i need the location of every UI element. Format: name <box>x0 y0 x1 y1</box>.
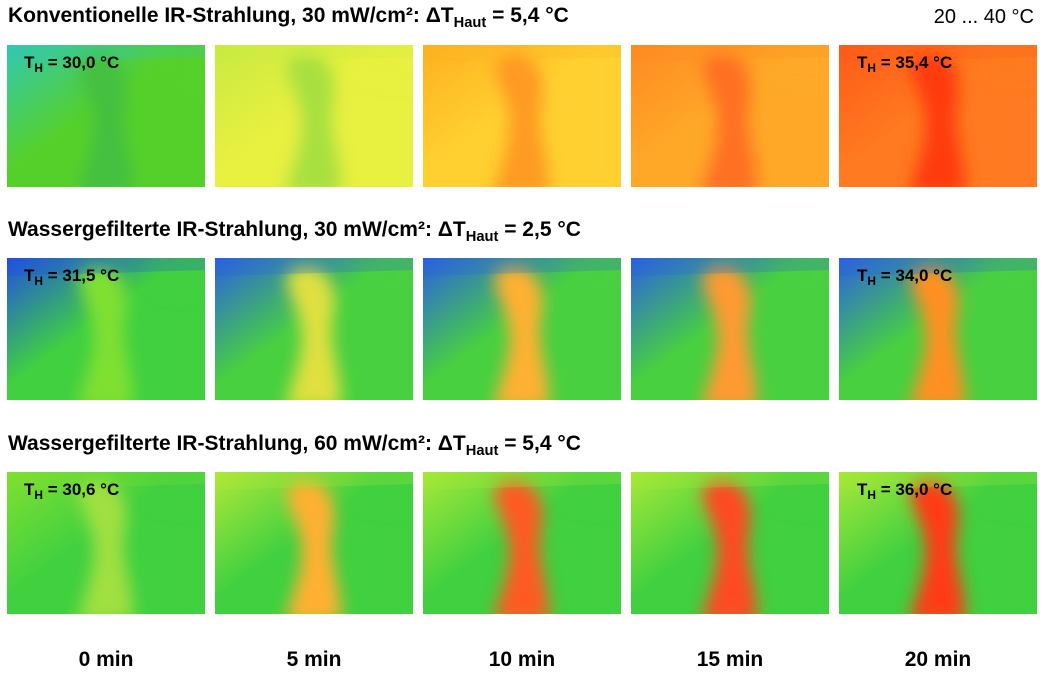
temp-label-end: = 31,5 °C <box>42 266 120 285</box>
scale-label: 20 ... 40 °C <box>933 6 1034 28</box>
thermal-image <box>215 45 413 187</box>
temp-label-sub: H <box>867 274 876 289</box>
time-label: 5 min <box>286 648 342 671</box>
thermal-image <box>7 472 205 614</box>
thermal-image <box>839 45 1037 187</box>
temp-label: TH = 36,0 °C <box>857 480 952 502</box>
temp-label: TH = 35,4 °C <box>857 53 952 75</box>
thermal-image <box>631 258 829 400</box>
row-title: Konventionelle IR-Strahlung, 30 mW/cm²: … <box>8 4 569 31</box>
time-label: 10 min <box>488 648 556 671</box>
row-title-sub: Haut <box>465 443 499 460</box>
thermal-image <box>7 258 205 400</box>
row-title-end: = 5,4 °C <box>498 432 581 455</box>
thermal-image <box>839 258 1037 400</box>
time-label: 15 min <box>696 648 764 671</box>
thermal-image <box>631 45 829 187</box>
thermal-image <box>423 472 621 614</box>
temp-label-end: = 34,0 °C <box>875 266 953 285</box>
temp-label: TH = 31,5 °C <box>24 266 119 288</box>
row-title: Wassergefilterte IR-Strahlung, 30 mW/cm²… <box>8 218 581 245</box>
temp-label-sub: H <box>34 488 43 503</box>
temp-label-main: T <box>24 266 35 285</box>
temp-label: TH = 30,0 °C <box>24 53 119 75</box>
temp-label-sub: H <box>34 274 43 289</box>
temp-label: TH = 34,0 °C <box>857 266 952 288</box>
temp-label-main: T <box>24 480 35 499</box>
thermal-image <box>215 258 413 400</box>
row-title-end: = 5,4 °C <box>486 4 569 27</box>
temp-label-end: = 30,0 °C <box>42 53 120 72</box>
row-title-end: = 2,5 °C <box>498 218 581 241</box>
temp-label-sub: H <box>34 61 43 76</box>
temp-label-sub: H <box>867 488 876 503</box>
temp-label-main: T <box>857 480 868 499</box>
temp-label-main: T <box>24 53 35 72</box>
row-title: Wassergefilterte IR-Strahlung, 60 mW/cm²… <box>8 432 581 459</box>
row-title-main: Wassergefilterte IR-Strahlung, 60 mW/cm²… <box>8 432 466 455</box>
thermal-image <box>215 472 413 614</box>
temp-label-main: T <box>857 266 868 285</box>
temp-label-end: = 36,0 °C <box>875 480 953 499</box>
thermal-image <box>423 258 621 400</box>
thermal-image <box>423 45 621 187</box>
time-label: 20 min <box>904 648 972 671</box>
row-title-main: Konventionelle IR-Strahlung, 30 mW/cm²: … <box>8 4 454 27</box>
thermal-image <box>7 45 205 187</box>
row-title-sub: Haut <box>465 229 499 246</box>
time-label: 0 min <box>78 648 134 671</box>
row-title-sub: Haut <box>453 15 487 32</box>
temp-label: TH = 30,6 °C <box>24 480 119 502</box>
temp-label-end: = 30,6 °C <box>42 480 120 499</box>
thermal-image <box>839 472 1037 614</box>
temp-label-sub: H <box>867 61 876 76</box>
temp-label-main: T <box>857 53 868 72</box>
temp-label-end: = 35,4 °C <box>875 53 953 72</box>
row-title-main: Wassergefilterte IR-Strahlung, 30 mW/cm²… <box>8 218 466 241</box>
thermal-image <box>631 472 829 614</box>
